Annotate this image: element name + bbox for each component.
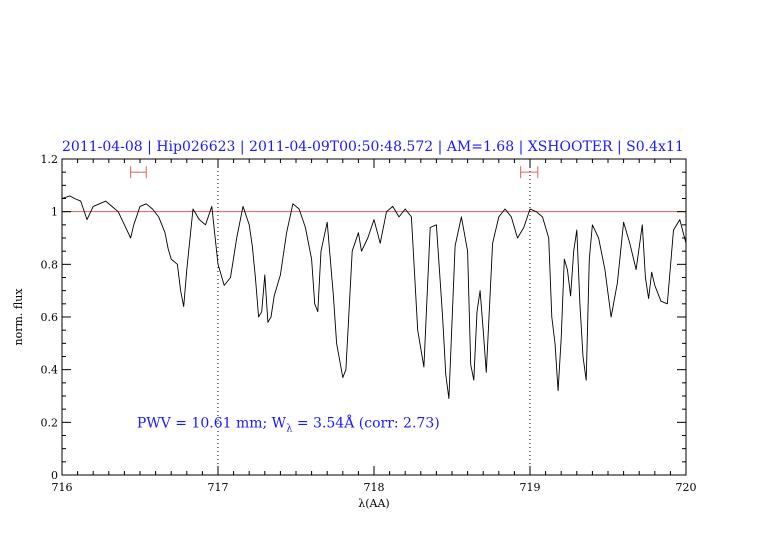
x-tick-label: 719 (520, 481, 541, 494)
annotation-prefix: PWV = 10.61 mm; W (137, 415, 287, 431)
chart-title: 2011-04-08 | Hip026623 | 2011-04-09T00:5… (62, 139, 684, 155)
range-marker-0 (130, 166, 147, 179)
x-tick-label: 720 (676, 481, 697, 494)
pwv-annotation: PWV = 10.61 mm; Wλ = 3.54Å (corr: 2.73) (137, 413, 440, 434)
y-tick-label: 0.6 (41, 311, 59, 324)
y-tick-label: 1.2 (41, 153, 59, 166)
ticks-layer: 716 717 718 719 720 0 0.2 0.4 0.6 0.8 1 1.2 (41, 153, 697, 494)
y-tick-label: 0 (51, 469, 58, 482)
range-marker-1 (520, 166, 539, 179)
x-tick-label: 716 (52, 481, 73, 494)
annotation-suffix: = 3.54Å (corr: 2.73) (292, 413, 439, 431)
annotation-subscript: λ (286, 423, 293, 434)
y-tick-label: 0.8 (41, 258, 59, 271)
y-axis-label: norm. flux (12, 288, 25, 346)
y-tick-label: 0.4 (41, 364, 59, 377)
spectrum-line-0 (61, 195, 687, 400)
x-tick-label: 717 (208, 481, 229, 494)
x-axis-label: λ(AA) (358, 497, 389, 510)
y-tick-label: 0.2 (41, 416, 59, 429)
y-tick-label: 1 (51, 206, 58, 219)
grid-layer (62, 159, 686, 475)
x-tick-label: 718 (364, 481, 385, 494)
plot-frame (61, 158, 687, 476)
series-layer (61, 195, 687, 400)
